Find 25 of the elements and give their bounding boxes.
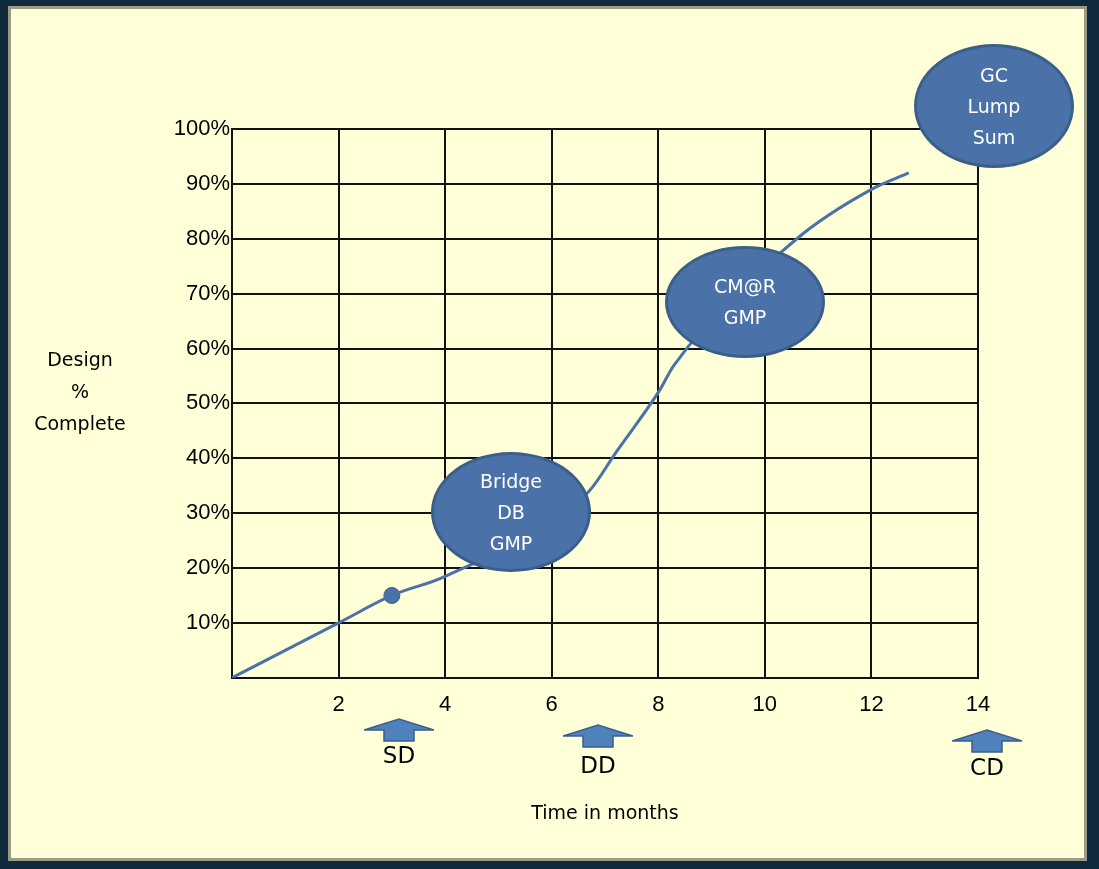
x-tick-label: 10 [752,691,778,717]
annotation: Bridge DB GMP [480,468,542,556]
y-tick-label: 10% [185,608,230,634]
text: CD [969,754,1005,780]
text: SD [381,742,417,768]
y-tick-label: 90% [185,169,230,195]
x-tick-label: 12 [859,691,884,717]
x-tick-label: 2 [332,691,345,717]
annotation: CM@R GMP [714,274,776,330]
y-tick-label: 80% [185,224,230,250]
x-tick-label: 4 [439,691,452,717]
y-tick-label: 70% [185,279,230,305]
y-tick-label: 20% [185,554,230,580]
y-tick-label: 100% [173,115,230,141]
y-tick-label: 30% [185,499,230,525]
x-tick-label: 8 [652,691,665,717]
annotation: GC Lump Sum [967,62,1021,150]
y-tick-label: 40% [185,444,230,470]
x-tick-label: 14 [965,691,991,717]
x-axis-title: Time in months [530,800,679,823]
y-axis-title: Design % Complete [33,347,127,436]
y-tick-label: 50% [185,389,230,415]
x-tick-label: 6 [545,691,558,717]
y-tick-label: 60% [185,334,230,360]
text: DD [579,752,617,778]
